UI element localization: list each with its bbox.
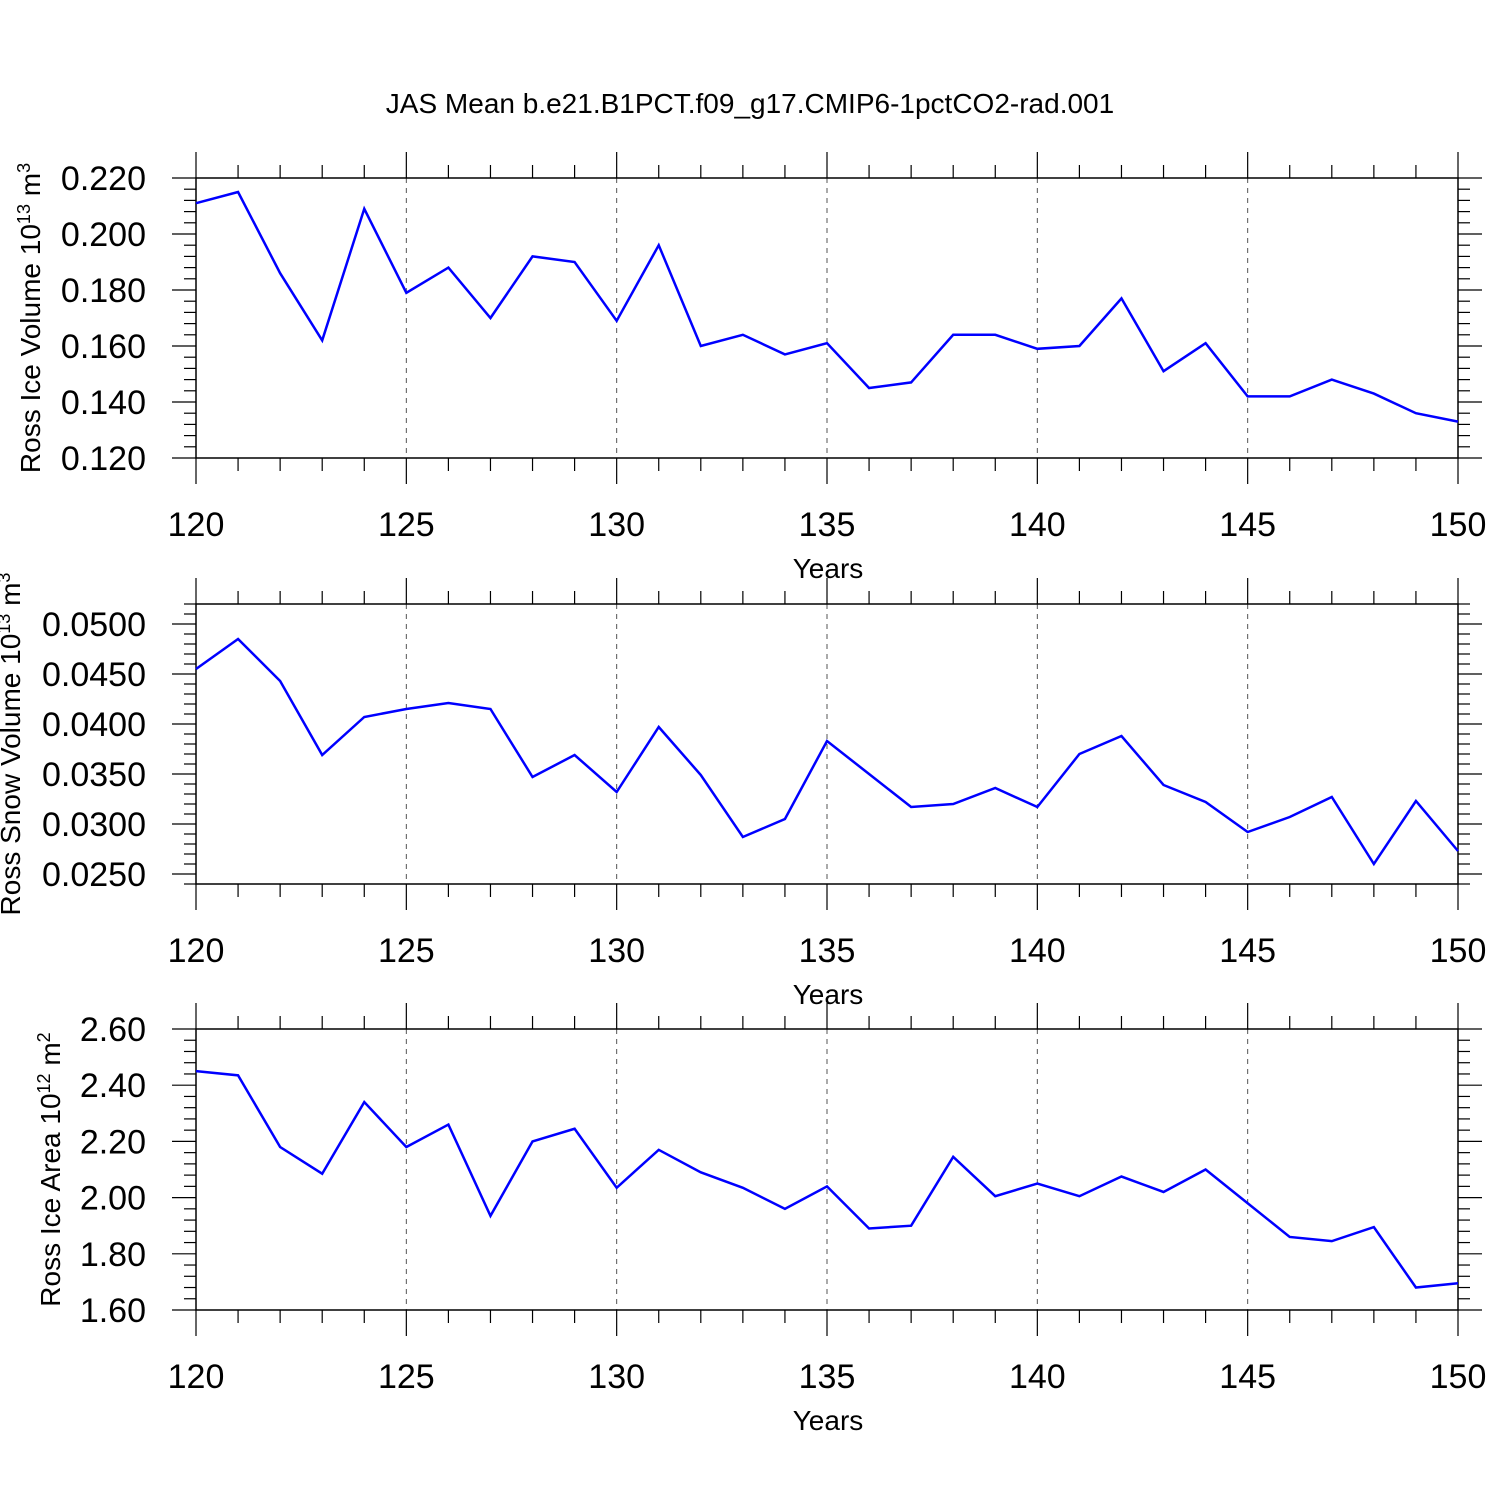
y-tick-label: 0.0450 xyxy=(42,656,146,694)
chart-title: JAS Mean b.e21.B1PCT.f09_g17.CMIP6-1pctC… xyxy=(385,88,1115,119)
x-tick-label: 130 xyxy=(588,932,645,970)
x-tick-label: 140 xyxy=(1009,932,1066,970)
series-line-ross-ice-area xyxy=(195,1069,1459,1289)
series-line-ross-snow-volume xyxy=(195,637,1459,867)
x-tick-label: 120 xyxy=(168,932,225,970)
x-tick-label: 150 xyxy=(1430,1358,1487,1396)
y-tick-label: 0.0250 xyxy=(42,856,146,894)
y-axis-label-part: m xyxy=(0,583,26,614)
y-axis-label-superscript: 13 xyxy=(14,204,34,224)
x-tick-label: 145 xyxy=(1219,1358,1276,1396)
x-tick-label: 150 xyxy=(1430,932,1487,970)
y-tick-label: 0.0350 xyxy=(42,756,146,794)
y-tick-label: 0.120 xyxy=(61,440,146,478)
y-axis-label-part: m xyxy=(35,1042,66,1073)
x-tick-label: 125 xyxy=(378,506,435,544)
y-axis-label-superscript: 12 xyxy=(34,1073,54,1093)
x-tick-label: 135 xyxy=(799,932,856,970)
x-axis-label: Years xyxy=(793,979,864,1010)
y-tick-label: 0.220 xyxy=(61,160,146,198)
x-tick-label: 140 xyxy=(1009,506,1066,544)
x-tick-label: 145 xyxy=(1219,506,1276,544)
chart-panel-ross-ice-volume: 120 125 130 135 140 145 150 0.120 0.140 0.160 0.18… xyxy=(14,152,1486,584)
series-line-ross-ice-volume xyxy=(195,190,1459,423)
x-tick-label: 125 xyxy=(378,932,435,970)
y-axis-label-superscript: 2 xyxy=(34,1032,54,1042)
x-tick-label: 140 xyxy=(1009,1358,1066,1396)
x-axis-label: Years xyxy=(793,1405,864,1436)
y-tick-label: 0.0500 xyxy=(42,606,146,644)
x-tick-label: 135 xyxy=(799,506,856,544)
x-tick-label: 130 xyxy=(588,1358,645,1396)
y-axis-label-part: Ross Ice Volume 10 xyxy=(15,224,46,473)
x-tick-label: 120 xyxy=(168,506,225,544)
y-axis-label: Ross Snow Volume 1013 m3 xyxy=(0,573,26,916)
y-axis-label: Ross Ice Volume 1013 m3 xyxy=(14,163,46,473)
y-tick-label: 2.60 xyxy=(80,1011,146,1049)
chart-panel-ross-snow-volume: 120 125 130 135 140 145 150 0.0250 0.0300 0.0350 0… xyxy=(0,573,1486,1010)
y-axis-label-superscript: 3 xyxy=(14,163,34,173)
x-tick-label: 130 xyxy=(588,506,645,544)
y-tick-label: 1.60 xyxy=(80,1292,146,1330)
y-tick-label: 2.20 xyxy=(80,1123,146,1161)
x-tick-label: 150 xyxy=(1430,506,1487,544)
y-tick-label: 1.80 xyxy=(80,1236,146,1274)
y-tick-label: 0.0300 xyxy=(42,806,146,844)
x-tick-label: 125 xyxy=(378,1358,435,1396)
x-tick-label: 120 xyxy=(168,1358,225,1396)
y-tick-label: 0.140 xyxy=(61,384,146,422)
y-axis-label: Ross Ice Area 1012 m2 xyxy=(34,1032,66,1306)
y-tick-label: 0.180 xyxy=(61,272,146,310)
x-axis-label: Years xyxy=(793,553,864,584)
y-tick-label: 0.160 xyxy=(61,328,146,366)
y-axis-label-part: Ross Ice Area 10 xyxy=(35,1093,66,1306)
x-tick-label: 135 xyxy=(799,1358,856,1396)
y-axis-label-superscript: 3 xyxy=(0,573,14,583)
y-tick-label: 2.40 xyxy=(80,1067,146,1105)
x-tick-label: 145 xyxy=(1219,932,1276,970)
y-axis-label-part: Ross Snow Volume 10 xyxy=(0,634,26,916)
chart-panel-ross-ice-area: 120 125 130 135 140 145 150 1.60 1.80 2.00 2.20 2.4… xyxy=(34,1003,1486,1436)
y-tick-label: 0.200 xyxy=(61,216,146,254)
y-tick-label: 0.0400 xyxy=(42,706,146,744)
y-axis-label-part: m xyxy=(15,173,46,204)
y-axis-label-superscript: 13 xyxy=(0,614,14,634)
y-tick-label: 2.00 xyxy=(80,1180,146,1218)
